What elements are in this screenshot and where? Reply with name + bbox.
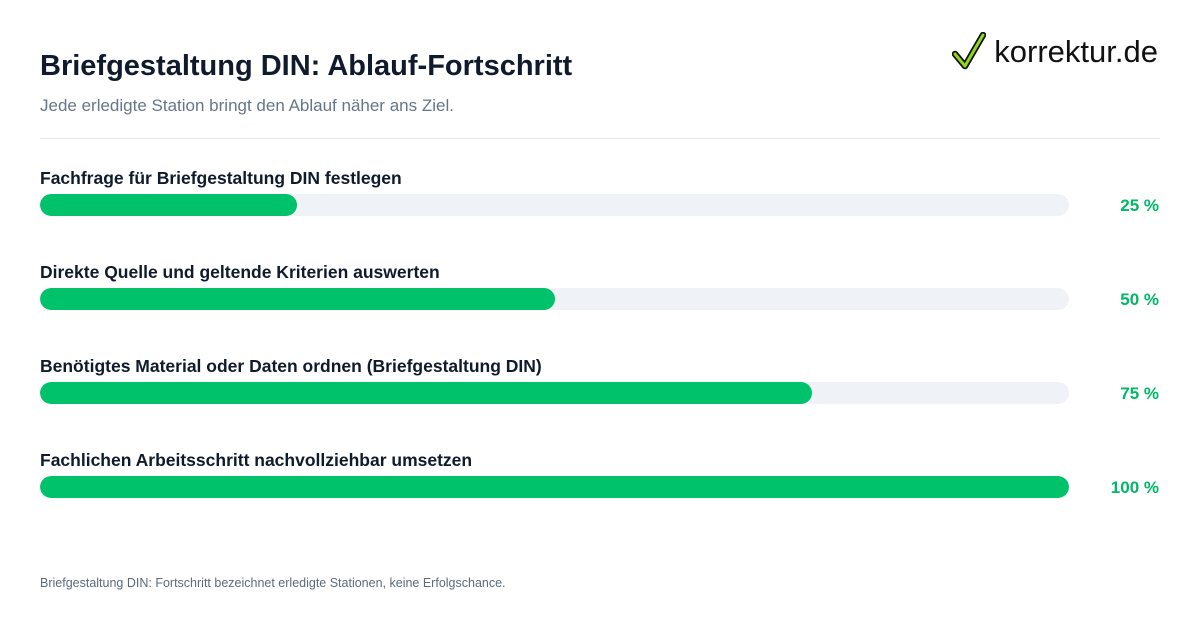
checkmark-icon [952,32,987,70]
bar-value-label: 75 % [1120,384,1159,403]
bar-track [40,288,1069,310]
bar-label: Fachfrage für Briefgestaltung DIN festle… [40,168,402,188]
chart-subtitle: Jede erledigte Station bringt den Ablauf… [40,96,454,115]
bar-label: Benötigtes Material oder Daten ordnen (B… [40,356,542,376]
bar-value-label: 50 % [1120,290,1159,309]
bar-label: Fachlichen Arbeitsschritt nachvollziehba… [40,450,473,470]
footnote: Briefgestaltung DIN: Fortschritt bezeich… [40,576,506,590]
progress-row: Fachlichen Arbeitsschritt nachvollziehba… [40,448,1160,542]
bar-value-label: 25 % [1120,196,1159,215]
progress-chart: Fachfrage für Briefgestaltung DIN festle… [40,166,1160,542]
bar-fill [40,194,298,216]
bar-value-label: 100 % [1110,478,1159,497]
brand-logo: korrektur.de [952,30,1158,74]
bar-fill [40,382,812,404]
bar-fill [40,476,1069,498]
bar-track [40,476,1069,498]
progress-row: Direkte Quelle und geltende Kriterien au… [40,260,1160,354]
header-divider [40,138,1160,139]
bar-fill [40,288,555,310]
progress-row: Benötigtes Material oder Daten ordnen (B… [40,354,1160,448]
bar-track [40,382,1069,404]
logo-text: korrektur.de [994,34,1158,69]
progress-row: Fachfrage für Briefgestaltung DIN festle… [40,166,1160,260]
bar-track [40,194,1069,216]
chart-title: Briefgestaltung DIN: Ablauf-Fortschritt [40,50,573,82]
bar-label: Direkte Quelle und geltende Kriterien au… [40,262,440,282]
